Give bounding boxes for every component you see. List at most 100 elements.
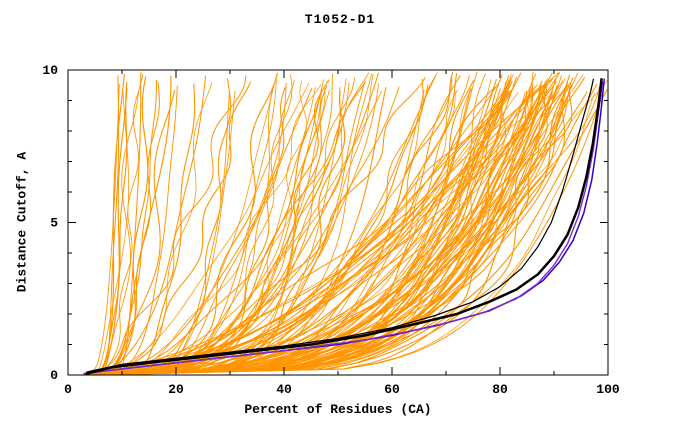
model-curve — [92, 91, 588, 375]
model-curve — [99, 71, 454, 375]
model-curve — [86, 79, 608, 375]
x-tick-label: 40 — [276, 382, 292, 397]
model-curve — [99, 80, 564, 375]
model-curve — [98, 73, 373, 375]
model-curve — [96, 73, 458, 375]
y-axis-label: Distance Cutoff, A — [14, 151, 30, 293]
model-curve — [83, 86, 571, 375]
model-curve — [98, 77, 277, 375]
purple-curve — [83, 81, 604, 375]
model-curve — [85, 79, 510, 375]
x-axis-label: Percent of Residues (CA) — [244, 402, 432, 417]
model-curve — [96, 82, 310, 375]
model-curve — [98, 90, 236, 375]
model-curve — [99, 92, 595, 375]
model-curve — [87, 80, 308, 375]
curves-layer — [81, 71, 608, 375]
model-curve — [101, 77, 453, 375]
model-curve — [97, 85, 274, 375]
model-curve — [90, 92, 533, 375]
model-curve — [91, 80, 547, 375]
y-tick-label: 10 — [42, 63, 58, 78]
model-curve — [85, 82, 506, 375]
y-tick-label: 0 — [50, 368, 58, 383]
model-curve — [82, 86, 400, 375]
axes — [67, 69, 609, 376]
model-curve — [99, 73, 334, 375]
model-curve — [82, 86, 387, 375]
model-curve — [83, 73, 144, 375]
model-curve — [92, 74, 437, 375]
model-curve — [84, 88, 501, 375]
model-curve — [94, 73, 125, 375]
model-curve — [89, 78, 424, 375]
model-curve — [92, 90, 383, 375]
y-tick-label: 5 — [50, 216, 58, 231]
model-curve — [95, 78, 566, 375]
model-curve — [86, 84, 429, 375]
model-curve — [92, 85, 558, 375]
black-thin-curve — [86, 78, 595, 373]
model-curve — [95, 88, 507, 375]
x-tick-label: 80 — [492, 382, 508, 397]
model-curve — [89, 75, 247, 375]
model-curve — [96, 84, 598, 375]
model-curve — [97, 83, 510, 375]
x-tick-label: 60 — [384, 382, 400, 397]
model-curve — [95, 72, 278, 375]
model-curve — [88, 71, 478, 375]
model-curve — [83, 81, 128, 375]
model-curve — [85, 85, 328, 375]
model-curve — [89, 86, 496, 375]
model-curve — [90, 88, 538, 375]
model-curve — [87, 78, 497, 375]
model-curve — [84, 75, 563, 375]
model-curve — [83, 89, 176, 375]
model-curve — [98, 90, 346, 375]
model-curve — [95, 83, 380, 375]
model-curve — [88, 76, 149, 375]
x-tick-label: 20 — [168, 382, 184, 397]
model-curve — [84, 83, 499, 375]
model-curve — [98, 81, 252, 375]
model-curve — [97, 79, 492, 375]
black-thick-curve — [85, 77, 603, 375]
model-curve — [93, 77, 356, 375]
model-curve — [100, 83, 196, 375]
model-curve — [85, 85, 178, 375]
model-curve — [85, 82, 287, 375]
model-curve — [96, 89, 511, 375]
model-curve — [97, 92, 322, 375]
model-curve — [100, 82, 350, 375]
model-curve — [92, 82, 213, 375]
model-curve — [87, 73, 514, 375]
model-curve — [95, 79, 324, 375]
model-curve — [84, 91, 139, 375]
model-curve — [87, 87, 341, 375]
model-curve — [95, 74, 293, 375]
model-curve — [98, 79, 330, 375]
model-curve — [95, 92, 230, 375]
model-curve — [85, 72, 553, 375]
model-curve — [86, 88, 604, 375]
model-curve — [84, 79, 157, 375]
model-curve — [99, 72, 142, 375]
model-curve — [84, 89, 459, 375]
model-curve — [91, 73, 374, 375]
chart-title: T1052-D1 — [304, 12, 376, 27]
x-tick-label: 0 — [64, 382, 72, 397]
model-curve — [99, 80, 295, 375]
model-curve — [100, 90, 510, 375]
model-curve — [95, 88, 128, 375]
model-curve — [99, 87, 313, 375]
model-curve — [96, 78, 232, 375]
model-curve — [82, 75, 207, 375]
model-curve — [97, 85, 570, 375]
model-curve — [86, 91, 509, 375]
model-curve — [83, 72, 560, 375]
model-curve — [89, 74, 503, 375]
model-curve — [94, 89, 513, 375]
model-curve — [82, 81, 569, 375]
